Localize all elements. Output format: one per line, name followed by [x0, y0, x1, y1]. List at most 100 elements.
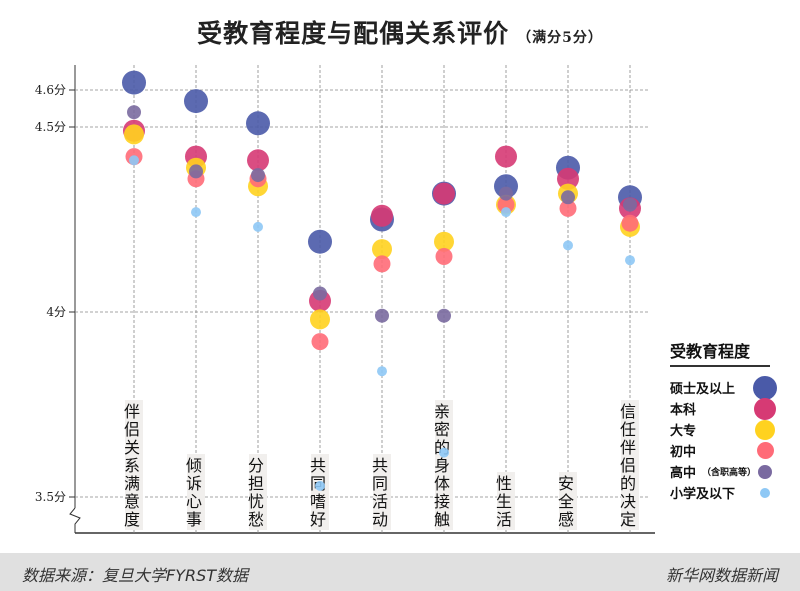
category-label: 生 — [496, 492, 512, 511]
category-label: 体 — [434, 474, 450, 493]
category-label: 密 — [434, 420, 450, 439]
legend-item: 本科 — [670, 397, 780, 420]
category-label: 分 — [248, 456, 264, 475]
bubble-1 — [557, 167, 579, 190]
y-tick-label: 4.6分 — [35, 83, 66, 97]
bubble-5 — [377, 366, 387, 377]
category-label: 亲 — [434, 402, 450, 421]
bubble-3 — [435, 248, 453, 265]
bubble-3 — [311, 333, 329, 351]
legend-item: 大专 — [670, 419, 780, 440]
category-label: 任 — [620, 420, 636, 439]
bubble-3 — [621, 214, 639, 232]
bubble-3 — [373, 255, 391, 273]
legend-swatch — [758, 464, 772, 479]
bubble-0 — [122, 70, 146, 95]
brand-label: 新华网数据新闻 — [665, 566, 778, 585]
bubble-5 — [129, 155, 139, 166]
bubble-1 — [247, 149, 269, 172]
legend-label: 硕士及以上 — [670, 382, 736, 397]
category-label-bg — [621, 400, 639, 530]
category-label: 性 — [496, 474, 512, 493]
category-label-bg — [187, 454, 205, 530]
legend-label: 高中 — [670, 466, 697, 481]
bubble-5 — [501, 207, 511, 218]
legend-note: （含职高等） — [702, 468, 757, 478]
category-label: 嗜 — [310, 492, 326, 511]
category-label: 感 — [558, 510, 574, 529]
chart-subtitle: （满分5分） — [517, 30, 603, 46]
legend-swatch — [755, 419, 775, 440]
category-label: 度 — [124, 510, 140, 529]
legend-label: 小学及以下 — [670, 487, 736, 502]
bubble-5 — [253, 221, 263, 232]
category-label: 满 — [124, 474, 140, 493]
legend-swatch — [756, 442, 774, 459]
legend-item: 高中 （含职高等） — [670, 461, 780, 482]
category-label: 安 — [558, 474, 574, 493]
bubble-4 — [561, 190, 575, 205]
category-label: 担 — [248, 474, 264, 493]
category-label: 伴 — [620, 438, 636, 457]
legend-label: 大专 — [670, 424, 697, 439]
category-label: 好 — [310, 510, 326, 529]
category-label: 愁 — [248, 510, 264, 529]
bubble-5 — [191, 207, 201, 218]
title-text: 受教育程度与配偶关系评价 — [197, 19, 510, 48]
category-label: 意 — [124, 492, 140, 511]
bubble-1 — [433, 182, 455, 205]
bubble-2 — [310, 309, 330, 330]
category-label-bg — [435, 400, 453, 530]
category-label: 身 — [434, 456, 450, 475]
category-label: 共 — [310, 456, 326, 475]
category-label: 触 — [434, 510, 450, 529]
legend-label: 初中 — [670, 445, 697, 460]
bubble-5 — [439, 447, 449, 458]
bubble-4 — [375, 308, 389, 323]
bubble-5 — [625, 255, 635, 266]
legend: 受教育程度 硕士及以上本科大专初中高中 （含职高等） 小学及以下 — [670, 338, 780, 503]
category-label: 关 — [124, 438, 140, 457]
bubble-4 — [313, 286, 327, 301]
category-label: 动 — [372, 510, 388, 529]
category-label-bg — [311, 454, 329, 530]
category-label: 倾 — [186, 456, 202, 475]
bubble-5 — [563, 240, 573, 251]
category-label: 侣 — [124, 420, 140, 439]
bubble-4 — [437, 308, 451, 323]
category-label: 决 — [620, 492, 636, 511]
category-label: 侣 — [620, 456, 636, 475]
category-label: 诉 — [186, 474, 202, 493]
bubble-2 — [124, 124, 144, 145]
category-label: 忧 — [248, 492, 264, 511]
bubble-4 — [251, 168, 265, 183]
category-label-bg — [373, 454, 391, 530]
legend-title: 受教育程度 — [670, 338, 770, 367]
category-label: 心 — [186, 492, 202, 511]
category-label-bg — [559, 472, 577, 530]
bubble-chart: 3.5分4分4.5分4.6分伴侣关系满意度倾诉心事分担忧愁共同嗜好共同活动亲密的… — [35, 65, 655, 534]
bubble-2 — [372, 239, 392, 260]
bubble-0 — [246, 111, 270, 136]
legend-item: 初中 — [670, 440, 780, 461]
category-label: 接 — [434, 492, 450, 511]
footer: 数据来源：复旦大学FYRST数据 新华网数据新闻 — [0, 553, 800, 591]
legend-item: 小学及以下 — [670, 482, 780, 503]
category-label: 的 — [620, 474, 636, 493]
bubble-0 — [184, 89, 208, 114]
category-label: 同 — [372, 474, 388, 493]
bubble-3 — [497, 196, 515, 214]
category-label: 活 — [496, 510, 512, 529]
legend-label: 本科 — [670, 403, 697, 418]
bubble-4 — [499, 186, 513, 201]
category-label: 全 — [558, 492, 574, 511]
axis-break — [69, 507, 81, 533]
category-label: 信 — [620, 402, 636, 421]
chart-title: 受教育程度与配偶关系评价 （满分5分） — [0, 14, 800, 50]
category-label: 活 — [372, 492, 388, 511]
y-tick-label: 4.5分 — [35, 120, 66, 134]
legend-swatch — [753, 375, 777, 400]
y-tick-label: 4分 — [46, 305, 66, 319]
bubble-4 — [127, 105, 141, 120]
legend-swatch — [760, 487, 770, 498]
